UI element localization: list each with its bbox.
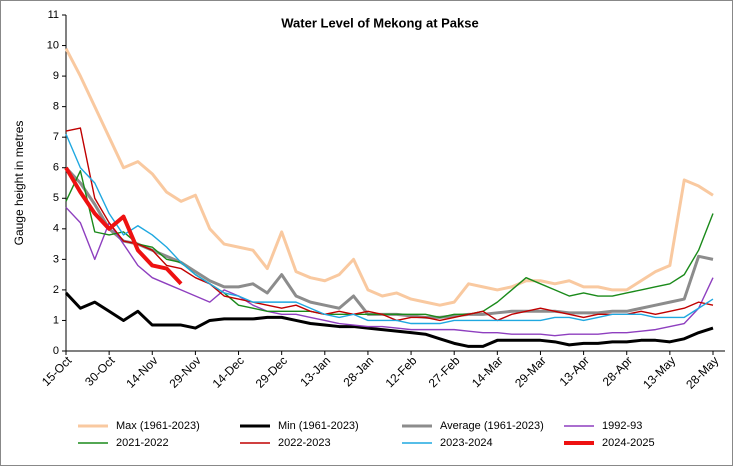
series-line xyxy=(65,127,714,322)
y-tick-label: 0 xyxy=(53,345,59,357)
y-tick-label: 1 xyxy=(53,314,59,326)
series-line xyxy=(65,170,714,319)
legend-label: 2021-2022 xyxy=(116,437,169,449)
y-tick-label: 5 xyxy=(53,192,59,204)
y-tick-label: 4 xyxy=(53,223,59,235)
y-tick-label: 9 xyxy=(53,70,59,82)
y-axis-label: Gauge height in metres xyxy=(12,121,26,246)
series-line xyxy=(64,166,183,286)
y-tick-label: 3 xyxy=(53,253,59,265)
series-line xyxy=(64,47,714,307)
chart-title: Water Level of Mekong at Pakse xyxy=(281,15,478,30)
legend-label: 1992-93 xyxy=(602,420,642,432)
series-line xyxy=(65,133,714,325)
y-tick-label: 10 xyxy=(47,39,59,51)
y-tick-label: 2 xyxy=(53,284,59,296)
y-tick-label: 8 xyxy=(53,101,59,113)
series-line xyxy=(64,291,714,348)
y-tick-label: 11 xyxy=(48,9,59,21)
legend-label: 2022-2023 xyxy=(278,437,331,449)
legend-label: 2024-2025 xyxy=(602,437,655,449)
series-line xyxy=(65,206,714,337)
legend-label: Min (1961-2023) xyxy=(278,420,359,432)
y-tick-label: 7 xyxy=(53,131,59,143)
legend-label: Average (1961-2023) xyxy=(440,420,544,432)
legend-label: 2023-2024 xyxy=(440,437,493,449)
legend-label: Max (1961-2023) xyxy=(116,420,200,432)
y-tick-label: 6 xyxy=(53,162,59,174)
